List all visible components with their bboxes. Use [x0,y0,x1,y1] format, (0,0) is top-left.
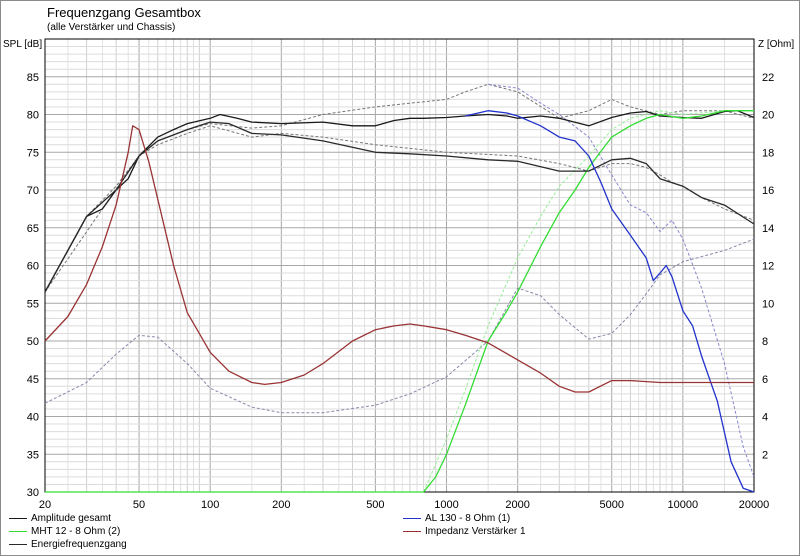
y-tick-label-right: 22 [762,72,774,84]
legend-item: AL 130 - 8 Ohm (1) [403,513,510,524]
y-tick-label-right: 16 [762,185,774,197]
y-tick-label-right: 2 [762,449,768,461]
y-tick-label-right: 12 [762,261,774,273]
x-tick-label: 2000 [505,499,529,511]
y-tick-label-right: 14 [762,223,774,235]
y-tick-label-left: 70 [27,185,39,197]
legend-label: Impedanz Verstärker 1 [425,526,526,537]
legend-swatch [9,517,27,519]
legend-label: MHT 12 - 8 Ohm (2) [31,526,121,537]
y-tick-label-left: 45 [27,374,39,386]
legend-item: Energiefrequenzgang [9,539,127,550]
legend-item: Impedanz Verstärker 1 [403,526,526,537]
y-axis-label-left: SPL [dB] [3,39,42,50]
x-tick-label: 20 [39,499,51,511]
x-tick-label: 1000 [434,499,458,511]
y-tick-label-left: 50 [27,336,39,348]
y-tick-label-left: 60 [27,261,39,273]
legend-label: Energiefrequenzgang [31,539,127,550]
y-tick-label-left: 80 [27,110,39,122]
y-tick-label-right: 4 [762,412,768,424]
y-tick-label-right: 6 [762,374,768,386]
x-tick-label: 20000 [739,499,770,511]
y-tick-label-left: 65 [27,223,39,235]
y-tick-label-right: 10 [762,298,774,310]
x-tick-label: 500 [366,499,384,511]
y-axis-label-right: Z [Ohm] [758,39,794,50]
y-tick-label-left: 75 [27,147,39,159]
x-tick-label: 100 [201,499,219,511]
reference-series-line [44,238,755,414]
y-tick-label-left: 30 [27,487,39,499]
series-line-impedanz-verst-rker-1 [44,125,754,393]
y-tick-label-left: 35 [27,449,39,461]
legend-swatch [9,530,27,532]
series-line-energiefrequenzgang [44,121,755,293]
y-tick-label-right: 8 [762,336,768,348]
series-line-mht-12-8-ohm-2 [45,110,754,493]
legend-item: Amplitude gesamt [9,513,111,524]
legend-label: AL 130 - 8 Ohm (1) [425,513,511,524]
y-tick-label-right: 18 [762,147,774,159]
legend-item: MHT 12 - 8 Ohm (2) [9,526,120,537]
reference-series-line [488,83,755,478]
y-tick-label-left: 85 [27,72,39,84]
legend-swatch [9,543,27,545]
series-line-al-130-8-ohm-1 [465,110,755,493]
x-tick-label: 10000 [668,499,699,511]
x-tick-label: 200 [272,499,290,511]
x-tick-label: 5000 [599,499,623,511]
legend-swatch [403,517,421,519]
legend-label: Amplitude gesamt [31,513,112,524]
legend-swatch [403,530,421,532]
y-tick-label-right: 20 [762,110,774,122]
chart-subtitle: (alle Verstärker und Chassis) [47,22,176,33]
x-tick-label: 50 [133,499,145,511]
y-tick-label-left: 55 [27,298,39,310]
y-tick-label-left: 40 [27,412,39,424]
chart-title: Frequenzgang Gesamtbox [47,5,201,20]
